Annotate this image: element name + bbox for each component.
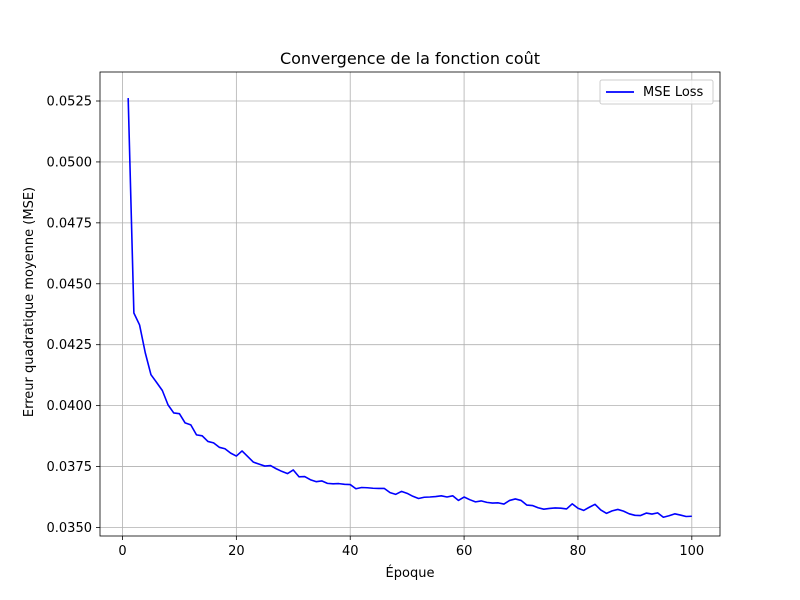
x-tick-label: 0 <box>118 544 126 559</box>
x-tick-label: 80 <box>570 544 587 559</box>
legend-label: MSE Loss <box>643 85 704 100</box>
chart-title: Convergence de la fonction coût <box>280 49 540 68</box>
plot-frame <box>99 71 721 537</box>
y-tick-label: 0.0500 <box>47 155 93 170</box>
x-tick-label: 100 <box>679 544 704 559</box>
series-line-0 <box>127 98 692 519</box>
legend-box <box>599 79 714 105</box>
y-tick-label: 0.0525 <box>47 95 93 110</box>
y-tick-label: 0.0475 <box>47 216 93 231</box>
x-tick-label: 40 <box>342 544 359 559</box>
x-tick-label: 60 <box>456 544 473 559</box>
y-tick-label: 0.0450 <box>47 277 93 292</box>
y-tick-label: 0.0425 <box>47 338 93 353</box>
ticks: 0 20 40 60 80 100 0.0350 0.0375 0.0400 0.0425 0.04… <box>47 95 705 560</box>
series-layer <box>127 98 692 519</box>
y-tick-label: 0.0400 <box>47 399 93 414</box>
x-axis-title: Époque <box>386 565 435 581</box>
y-axis-title: Erreur quadratique moyenne (MSE) <box>22 187 37 417</box>
grid <box>100 72 720 536</box>
x-tick-label: 20 <box>228 544 245 559</box>
y-tick-label: 0.0375 <box>47 460 93 475</box>
legend: MSE Loss <box>599 79 714 105</box>
y-tick-label: 0.0350 <box>47 521 93 536</box>
